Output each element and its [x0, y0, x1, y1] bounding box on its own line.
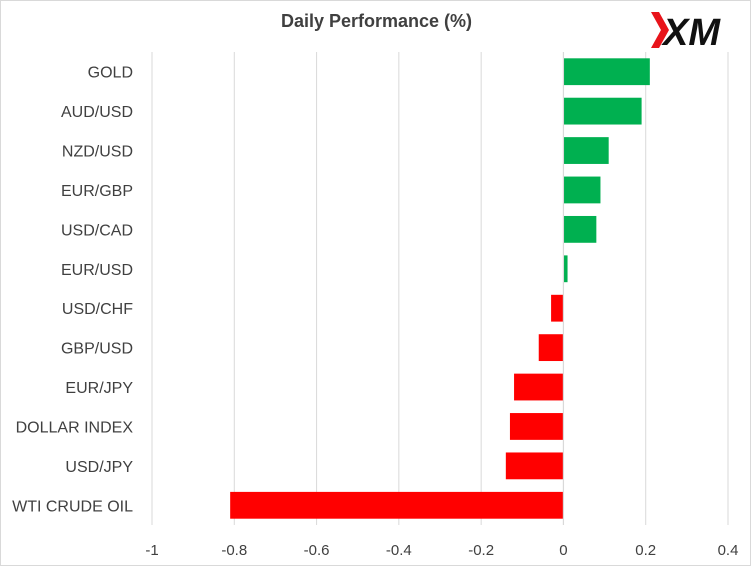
category-label: GBP/USD [61, 341, 133, 358]
chart-title: Daily Performance (%) [280, 11, 473, 31]
category-label: GOLD [88, 65, 133, 82]
bar-layer [230, 58, 650, 519]
category-label: USD/CAD [61, 222, 133, 239]
category-label: USD/CHF [62, 301, 133, 318]
bar [551, 294, 564, 322]
xm-logo-text: XM [661, 12, 721, 52]
bar [563, 97, 642, 125]
bar [563, 255, 568, 283]
category-labels: GOLD AUD/USD NZD/USD EUR/GBP USD/CAD EUR/USD U… [12, 65, 133, 516]
x-tick-label: -0.6 [304, 542, 330, 559]
bar [563, 215, 597, 243]
x-tick-label: -0.4 [386, 542, 412, 559]
x-tick-label: -1 [145, 542, 158, 559]
bar [563, 58, 650, 86]
category-label: EUR/JPY [65, 380, 133, 397]
x-tick-label: 0 [559, 542, 567, 559]
x-tick-label: -0.8 [221, 542, 247, 559]
tick-labels: -1 -0.8 -0.6 -0.4 -0.2 0 0.2 0.4 [145, 542, 738, 559]
category-label: EUR/USD [61, 262, 133, 279]
grid-layer [151, 52, 729, 525]
category-label: USD/JPY [65, 459, 133, 476]
x-tick-label: 0.4 [718, 542, 739, 559]
bar [538, 334, 564, 362]
x-tick-label: -0.2 [468, 542, 494, 559]
category-label: NZD/USD [62, 144, 133, 161]
xm-logo: XM [651, 12, 721, 52]
bar [514, 373, 564, 401]
bar [505, 452, 564, 480]
bar [509, 413, 564, 440]
category-label: DOLLAR INDEX [16, 419, 134, 436]
category-label: WTI CRUDE OIL [12, 498, 133, 515]
bar [230, 491, 564, 519]
category-label: EUR/GBP [61, 183, 133, 200]
category-label: AUD/USD [61, 104, 133, 121]
bar [563, 137, 609, 164]
bar [563, 176, 601, 204]
x-tick-label: 0.2 [635, 542, 656, 559]
